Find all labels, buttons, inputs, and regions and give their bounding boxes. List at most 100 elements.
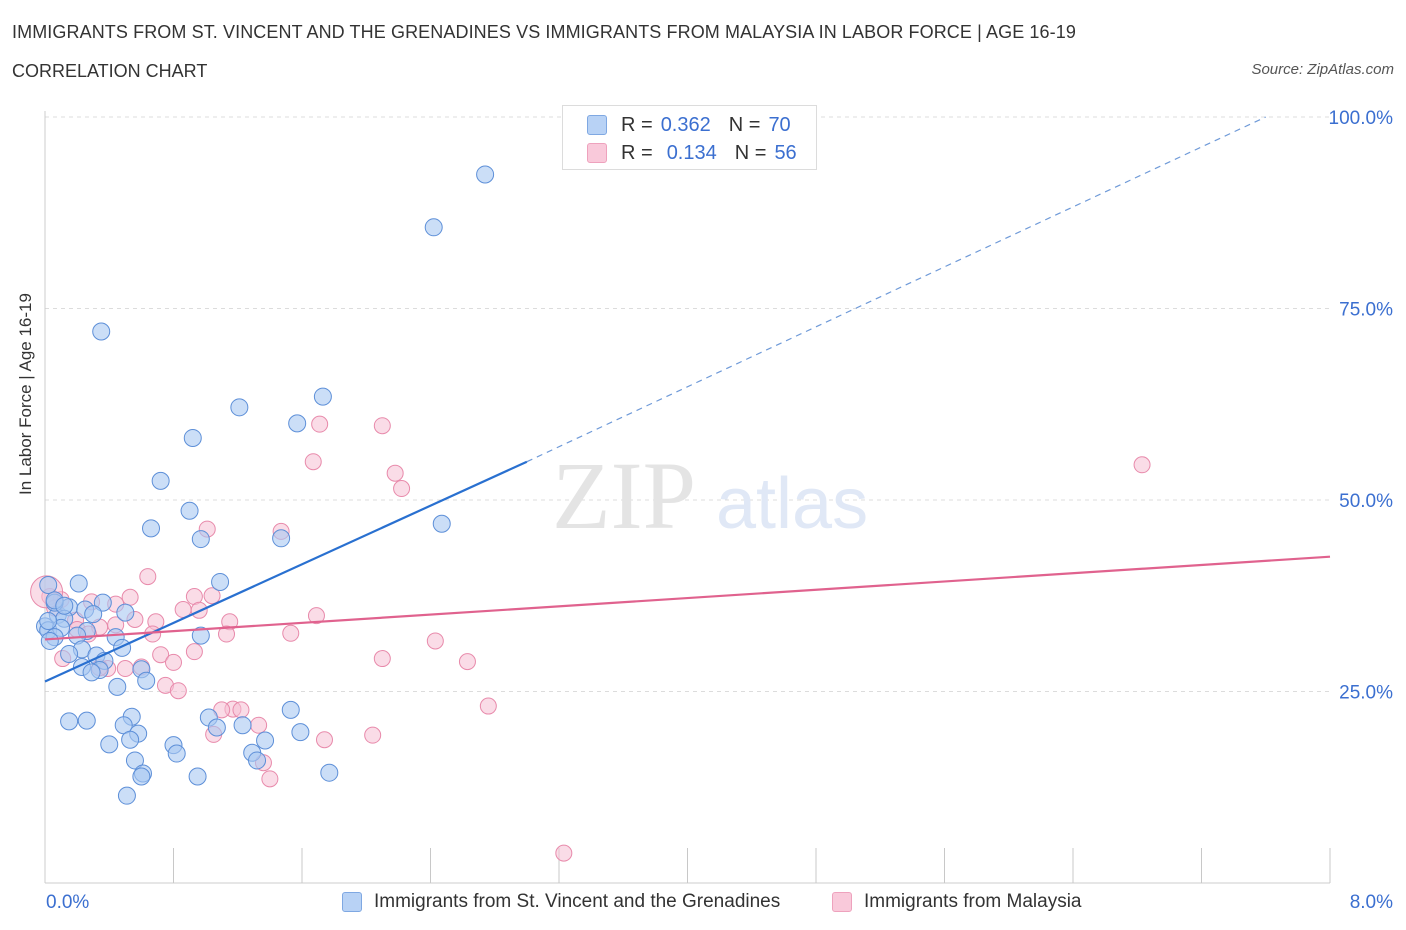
data-point-malaysia: [315, 731, 333, 749]
y-tick-label: 50.0%: [1339, 491, 1393, 512]
data-point-stvincent: [211, 572, 230, 591]
data-point-malaysia: [373, 417, 391, 435]
data-point-malaysia: [121, 588, 139, 606]
legend-r-value-malaysia: 0.134: [666, 141, 717, 164]
data-point-stvincent: [291, 723, 310, 742]
data-point-stvincent: [121, 730, 140, 749]
data-point-malaysia: [282, 624, 300, 642]
data-point-malaysia: [261, 770, 279, 788]
data-point-stvincent: [82, 663, 101, 682]
stats-legend: R = 0.362 N = 70 R = 0.134 N = 56: [562, 105, 817, 170]
y-tick-label: 25.0%: [1339, 683, 1393, 704]
trend-lines: [44, 116, 1331, 683]
data-point-stvincent: [230, 398, 249, 417]
data-point-stvincent: [40, 631, 59, 650]
data-point-malaysia: [386, 464, 404, 482]
legend-swatch-pink: [587, 143, 607, 163]
data-point-stvincent: [183, 428, 202, 447]
x-tick-label: 0.0%: [46, 892, 89, 913]
series-stvincent-points: [36, 165, 495, 805]
watermark-atlas: atlas: [716, 464, 868, 544]
legend-n-label: N =: [734, 141, 767, 164]
y-tick-label: 75.0%: [1339, 300, 1393, 321]
legend-swatch-pink: [832, 892, 852, 912]
data-point-stvincent: [191, 530, 210, 549]
data-point-malaysia: [1133, 456, 1151, 474]
source-label: Source: ZipAtlas.com: [1251, 61, 1394, 78]
legend-row-malaysia: R = 0.134 N = 56: [587, 141, 797, 165]
data-point-malaysia: [304, 453, 322, 471]
data-point-malaysia: [393, 480, 411, 498]
legend-n-value-stvincent: 70: [768, 113, 791, 136]
data-point-stvincent: [151, 471, 170, 490]
data-point-stvincent: [132, 767, 151, 786]
data-point-malaysia: [311, 415, 329, 433]
data-point-malaysia: [139, 568, 157, 586]
watermark: ZIP atlas: [552, 442, 868, 549]
data-point-stvincent: [84, 605, 103, 624]
data-point-stvincent: [248, 751, 267, 770]
data-point-stvincent: [313, 387, 332, 406]
data-point-stvincent: [60, 712, 79, 731]
data-point-malaysia: [479, 697, 497, 715]
data-point-malaysia: [165, 653, 182, 671]
data-point-malaysia: [250, 716, 268, 734]
data-point-stvincent: [288, 414, 307, 433]
tick-labels: 25.0% 50.0% 75.0% 100.0% 0.0% 8.0%: [46, 108, 1393, 913]
data-point-stvincent: [125, 751, 144, 770]
data-point-malaysia: [364, 726, 382, 744]
data-point-malaysia: [203, 587, 221, 605]
bottom-legend-stvincent: Immigrants from St. Vincent and the Gren…: [342, 889, 780, 915]
trend-line-stvincent-extension: [526, 116, 1267, 463]
data-point-malaysia: [373, 650, 391, 668]
data-point-malaysia: [116, 660, 134, 678]
chart-title: IMMIGRANTS FROM ST. VINCENT AND THE GREN…: [12, 22, 1076, 42]
data-point-stvincent: [142, 519, 161, 538]
data-point-stvincent: [92, 322, 111, 341]
data-point-malaysia: [152, 646, 170, 664]
data-point-stvincent: [424, 218, 443, 237]
data-point-malaysia: [426, 632, 444, 650]
legend-row-stvincent: R = 0.362 N = 70: [587, 113, 791, 137]
data-point-stvincent: [167, 744, 186, 763]
data-point-malaysia: [218, 625, 236, 643]
data-point-stvincent: [117, 786, 136, 805]
data-point-stvincent: [320, 763, 339, 782]
data-point-stvincent: [116, 603, 135, 622]
legend-n-value-malaysia: 56: [774, 141, 797, 164]
legend-n-label: N =: [728, 113, 761, 136]
data-point-malaysia: [307, 607, 325, 625]
legend-swatch-blue: [587, 115, 607, 135]
data-point-malaysia: [458, 653, 476, 671]
axes: [44, 111, 1331, 884]
data-point-stvincent: [108, 677, 127, 696]
data-point-stvincent: [69, 574, 88, 593]
data-point-stvincent: [137, 671, 156, 690]
bottom-legend-label-malaysia: Immigrants from Malaysia: [864, 891, 1082, 912]
data-point-stvincent: [39, 612, 58, 631]
data-point-stvincent: [60, 644, 79, 663]
data-point-malaysia: [185, 643, 203, 661]
data-point-malaysia: [555, 844, 573, 862]
data-point-stvincent: [256, 731, 275, 750]
data-point-stvincent: [191, 626, 210, 645]
legend-r-value-stvincent: 0.362: [660, 113, 711, 136]
watermark-zip: ZIP: [552, 442, 696, 549]
trend-line-malaysia: [44, 555, 1331, 641]
data-point-malaysia: [169, 682, 187, 700]
legend-r-label: R =: [621, 113, 653, 136]
data-point-stvincent: [93, 593, 112, 612]
data-point-stvincent: [188, 767, 207, 786]
legend-r-label: R =: [621, 141, 653, 164]
bottom-legend-label-stvincent: Immigrants from St. Vincent and the Gren…: [374, 891, 781, 912]
y-axis-label: In Labor Force | Age 16-19: [16, 293, 35, 495]
trend-line-stvincent: [44, 460, 528, 683]
data-point-stvincent: [113, 638, 132, 657]
data-point-stvincent: [476, 165, 495, 184]
data-point-stvincent: [55, 596, 74, 615]
data-point-stvincent: [432, 514, 451, 533]
bottom-legend-malaysia: Immigrants from Malaysia: [832, 889, 1082, 915]
data-point-stvincent: [233, 716, 252, 735]
data-point-stvincent: [100, 735, 119, 754]
